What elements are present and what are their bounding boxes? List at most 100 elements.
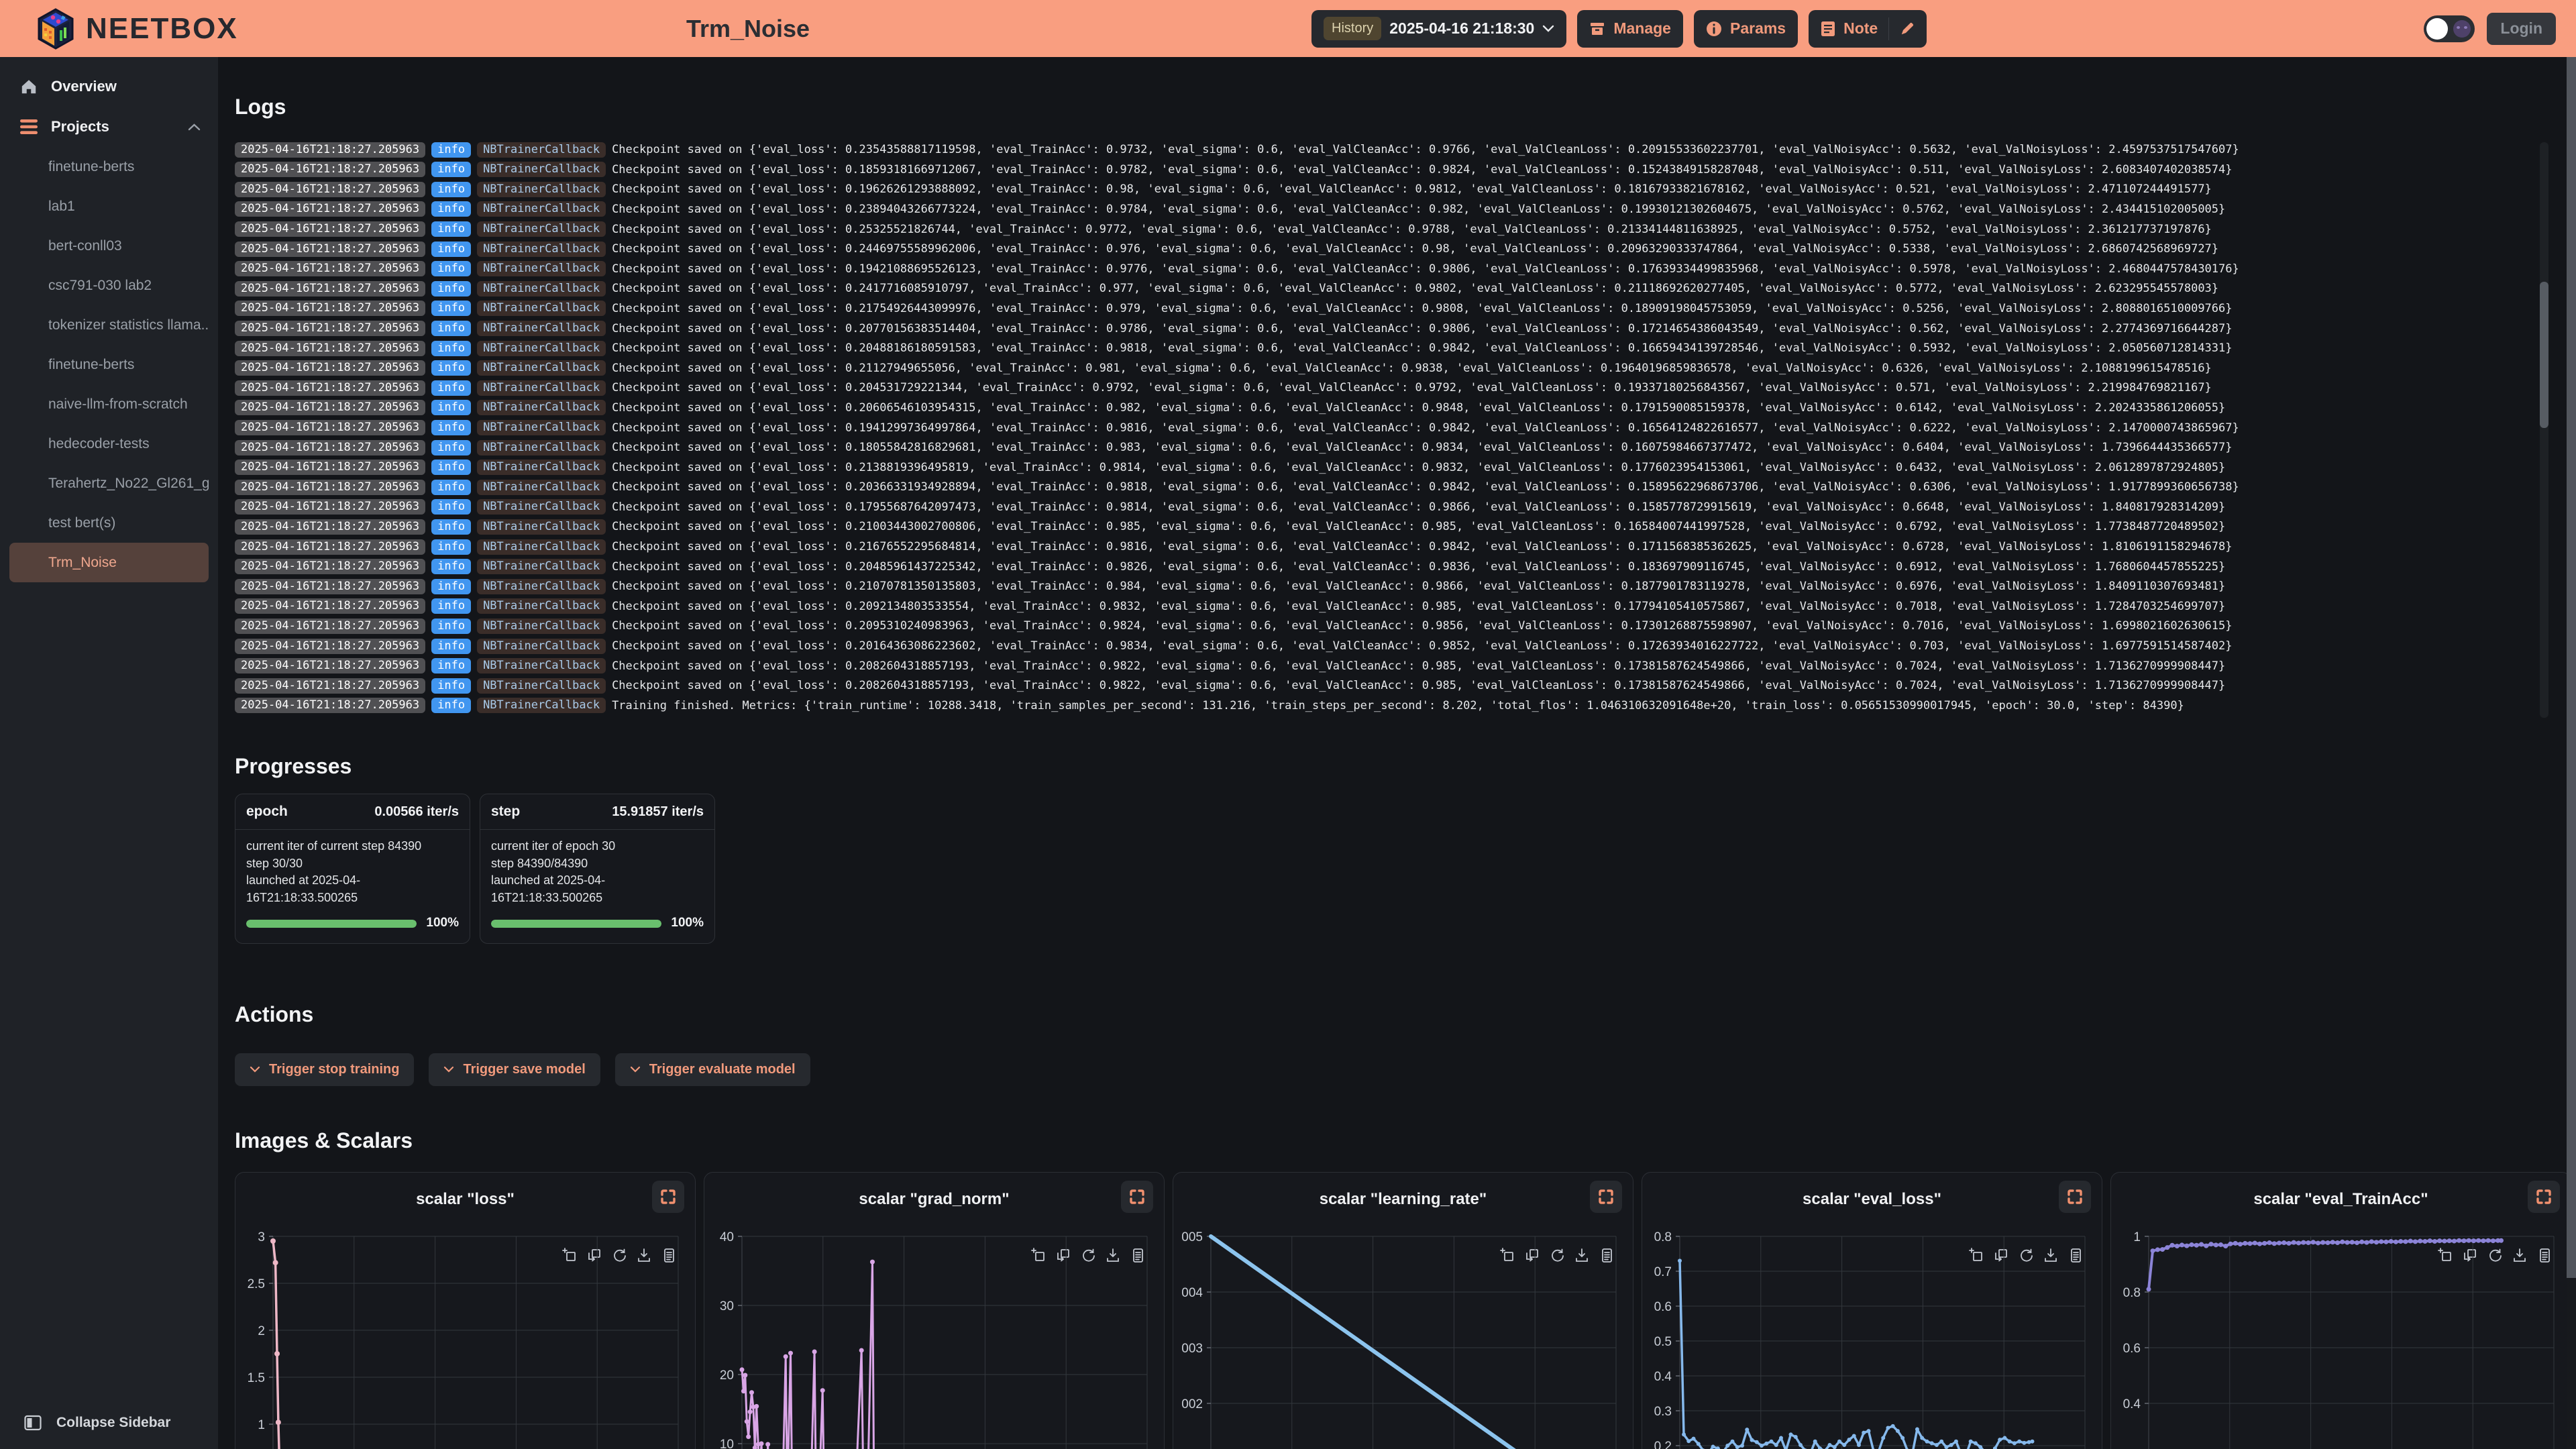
theme-toggle[interactable]: [2424, 15, 2475, 42]
log-message: Checkpoint saved on {'eval_loss': 0.2112…: [612, 361, 2212, 375]
refresh-icon[interactable]: [1550, 1248, 1564, 1263]
refresh-icon[interactable]: [1081, 1248, 1095, 1263]
sidebar-project-test-bert-s-[interactable]: test bert(s): [48, 515, 116, 531]
pencil-icon[interactable]: [1900, 21, 1915, 36]
fullscreen-button[interactable]: [1590, 1180, 1622, 1213]
zoom-select-icon[interactable]: [1031, 1248, 1046, 1263]
fullscreen-button[interactable]: [1121, 1180, 1153, 1213]
refresh-icon[interactable]: [2019, 1248, 2033, 1263]
data-view-icon[interactable]: [1130, 1248, 1145, 1263]
data-view-icon[interactable]: [2068, 1248, 2083, 1263]
fullscreen-button[interactable]: [652, 1180, 684, 1213]
collapse-sidebar-icon: [24, 1415, 42, 1431]
sidebar-project-finetune-berts[interactable]: finetune-berts: [48, 158, 135, 174]
trigger-evaluate-model-button[interactable]: Trigger evaluate model: [614, 1053, 810, 1086]
log-timestamp-badge: 2025-04-16T21:18:27.205963: [235, 280, 426, 297]
data-view-icon[interactable]: [2537, 1248, 2552, 1263]
log-entry: 2025-04-16T21:18:27.205963 info NBTrainerC…: [235, 219, 2529, 239]
sidebar-project-trm-noise[interactable]: Trm_Noise: [9, 543, 209, 582]
download-icon[interactable]: [2512, 1248, 2527, 1263]
download-icon[interactable]: [1574, 1248, 1589, 1263]
log-level-badge: info: [431, 578, 472, 594]
login-button[interactable]: Login: [2487, 12, 2556, 45]
trigger-stop-training-button[interactable]: Trigger stop training: [235, 1053, 415, 1086]
log-timestamp-badge: 2025-04-16T21:18:27.205963: [235, 439, 426, 455]
zoom-select-icon[interactable]: [1500, 1248, 1515, 1263]
sidebar-project-naive-llm-from-scratch[interactable]: naive-llm-from-scratch: [48, 396, 188, 412]
collapse-sidebar-label: Collapse Sidebar: [56, 1415, 171, 1430]
collapse-sidebar-button[interactable]: Collapse Sidebar: [24, 1414, 170, 1432]
progress-rate: 0.00566 iter/s: [374, 804, 459, 819]
sidebar-project-finetune-berts[interactable]: finetune-berts: [48, 356, 135, 372]
chart-canvas-learning_rate[interactable]: 005004003002001: [1173, 1220, 1633, 1449]
log-timestamp-badge: 2025-04-16T21:18:27.205963: [235, 598, 426, 614]
sidebar-project-lab1[interactable]: lab1: [48, 198, 75, 214]
zoom-reset-icon[interactable]: [2463, 1248, 2477, 1263]
svg-text:1: 1: [2133, 1230, 2141, 1244]
log-level-badge: info: [431, 181, 472, 197]
log-scrollbar-thumb[interactable]: [2540, 282, 2548, 428]
log-timestamp-badge: 2025-04-16T21:18:27.205963: [235, 698, 426, 714]
download-icon[interactable]: [2043, 1248, 2058, 1263]
svg-text:002: 002: [1181, 1397, 1203, 1411]
log-message: Checkpoint saved on {'eval_loss': 0.2060…: [612, 400, 2226, 415]
download-icon[interactable]: [637, 1248, 651, 1263]
log-timestamp-badge: 2025-04-16T21:18:27.205963: [235, 559, 426, 575]
sidebar-item-overview[interactable]: Overview: [0, 66, 218, 107]
sidebar-project-terahertz-no22-gl261-gl-[interactable]: Terahertz_No22_Gl261_gl...: [48, 475, 209, 491]
refresh-icon[interactable]: [2487, 1248, 2502, 1263]
zoom-select-icon[interactable]: [1969, 1248, 1984, 1263]
log-source-badge: NBTrainerCallback: [477, 460, 606, 476]
fullscreen-icon: [1130, 1189, 1144, 1204]
zoom-reset-icon[interactable]: [587, 1248, 602, 1263]
chart-canvas-loss[interactable]: 32.521.510.5: [235, 1220, 695, 1449]
history-dropdown[interactable]: History 2025-04-16 21:18:30: [1311, 9, 1567, 48]
log-timestamp-badge: 2025-04-16T21:18:27.205963: [235, 221, 426, 237]
trigger-save-model-button[interactable]: Trigger save model: [429, 1053, 600, 1086]
sidebar-project-bert-conll03[interactable]: bert-conll03: [48, 237, 122, 254]
fullscreen-button[interactable]: [2059, 1180, 2091, 1213]
log-source-badge: NBTrainerCallback: [477, 162, 606, 178]
actions-heading: Actions: [235, 1002, 314, 1027]
refresh-icon[interactable]: [612, 1248, 627, 1263]
zoom-select-icon[interactable]: [2438, 1248, 2453, 1263]
chart-row: scalar "loss" 3 2.5 2 1.5 1 0.5 scalar "grad_no…: [235, 1171, 2576, 1449]
sidebar-project-tokenizer-statistics-llama-[interactable]: tokenizer statistics llama...: [48, 317, 209, 333]
log-timestamp-badge: 2025-04-16T21:18:27.205963: [235, 400, 426, 416]
download-icon[interactable]: [1106, 1248, 1120, 1263]
zoom-reset-icon[interactable]: [1056, 1248, 1071, 1263]
log-entry: 2025-04-16T21:18:27.205963 info NBTrainerC…: [235, 497, 2529, 517]
log-scrollbar[interactable]: [2540, 142, 2548, 718]
sidebar-project-hedecoder-tests[interactable]: hedecoder-tests: [48, 435, 150, 451]
chart-canvas-eval_TrainAcc[interactable]: 10.80.60.40.2: [2111, 1220, 2571, 1449]
page-scrollbar[interactable]: [2567, 57, 2576, 1449]
zoom-select-icon[interactable]: [562, 1248, 577, 1263]
chart-canvas-eval_loss[interactable]: 0.8 0.7 0.6 0.5 0.4 0.3 0.2: [1642, 1220, 2102, 1449]
fullscreen-button[interactable]: [2528, 1180, 2560, 1213]
history-badge: History: [1324, 17, 1382, 40]
manage-button[interactable]: Manage: [1577, 9, 1683, 48]
chart-canvas-grad_norm[interactable]: 40 30 20 10: [704, 1220, 1164, 1449]
zoom-reset-icon[interactable]: [1525, 1248, 1540, 1263]
chart-title: scalar "learning_rate": [1319, 1189, 1487, 1208]
data-view-icon[interactable]: [1599, 1248, 1614, 1263]
log-message: Checkpoint saved on {'eval_loss': 0.2175…: [612, 301, 2233, 315]
page-scrollbar-thumb[interactable]: [2567, 57, 2576, 1278]
log-level-badge: info: [431, 241, 472, 257]
chart-toolbar: [1031, 1248, 1145, 1263]
note-button-group[interactable]: Note: [1809, 9, 1927, 48]
log-message: Checkpoint saved on {'eval_loss': 0.2082…: [612, 659, 2226, 673]
zoom-reset-icon[interactable]: [1994, 1248, 2008, 1263]
log-message: Training finished. Metrics: {'train_runt…: [612, 698, 2184, 712]
sidebar-item-projects[interactable]: Projects: [0, 107, 218, 147]
chart-title: scalar "loss": [416, 1189, 515, 1208]
log-entry: 2025-04-16T21:18:27.205963 info NBTrainerC…: [235, 358, 2529, 378]
params-button[interactable]: Params: [1693, 9, 1799, 48]
log-level-badge: info: [431, 499, 472, 515]
data-view-icon[interactable]: [661, 1248, 676, 1263]
log-entry: 2025-04-16T21:18:27.205963 info NBTrainerC…: [235, 636, 2529, 656]
note-icon: [1821, 21, 1835, 36]
log-entry: 2025-04-16T21:18:27.205963 info NBTrainerC…: [235, 477, 2529, 497]
sidebar-project-csc791-030-lab2[interactable]: csc791-030 lab2: [48, 277, 152, 293]
log-source-badge: NBTrainerCallback: [477, 658, 606, 674]
